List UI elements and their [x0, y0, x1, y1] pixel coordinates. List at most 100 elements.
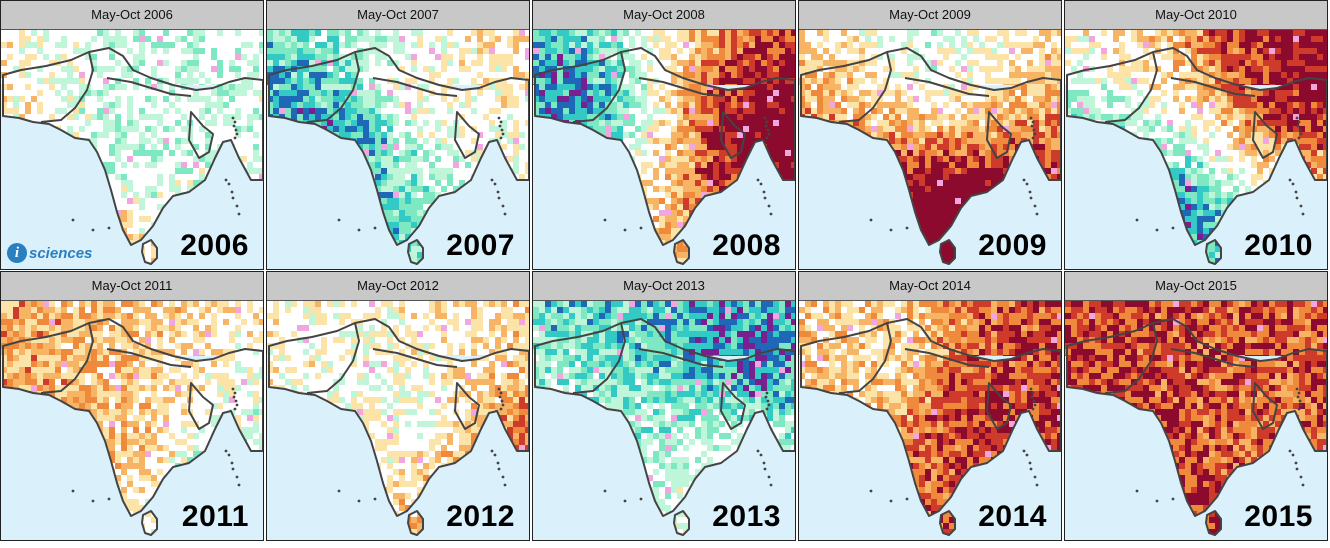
anomaly-cell: [31, 48, 37, 54]
anomaly-cell: [49, 72, 55, 78]
anomaly-cell: [73, 60, 79, 66]
anomaly-cell: [357, 72, 363, 78]
anomaly-cell: [375, 126, 381, 132]
anomaly-cell: [169, 60, 175, 66]
anomaly-cell: [743, 102, 749, 108]
anomaly-cell: [659, 102, 665, 108]
anomaly-cell: [151, 72, 157, 78]
anomaly-cell: [259, 132, 263, 138]
anomaly-cell: [375, 30, 381, 36]
anomaly-cell: [593, 30, 599, 36]
anomaly-cell: [181, 54, 187, 60]
anomaly-cell: [145, 156, 151, 162]
anomaly-cell: [235, 36, 241, 42]
anomaly-cell: [205, 138, 211, 144]
anomaly-cell: [223, 72, 229, 78]
anomaly-cell: [339, 114, 345, 120]
anomaly-cell: [629, 90, 635, 96]
anomaly-cell: [743, 54, 749, 60]
anomaly-cell: [695, 162, 701, 168]
anomaly-cell: [713, 180, 719, 186]
anomaly-cell: [49, 90, 55, 96]
anomaly-cell: [91, 108, 97, 114]
anomaly-cell: [441, 162, 447, 168]
anomaly-cell: [761, 90, 767, 96]
anomaly-cell: [109, 156, 115, 162]
anomaly-cell: [247, 162, 253, 168]
anomaly-cell: [569, 36, 575, 42]
anomaly-cell: [267, 36, 273, 42]
anomaly-cell: [253, 114, 259, 120]
anomaly-cell: [659, 174, 665, 180]
anomaly-cell: [713, 138, 719, 144]
anomaly-cell: [695, 156, 701, 162]
anomaly-cell: [259, 138, 263, 144]
anomaly-cell: [635, 126, 641, 132]
anomaly-cell: [689, 66, 695, 72]
anomaly-cell: [145, 120, 151, 126]
anomaly-cell: [791, 138, 795, 144]
anomaly-cell: [755, 54, 761, 60]
anomaly-cell: [241, 42, 247, 48]
anomaly-cell: [375, 138, 381, 144]
anomaly-cell: [635, 108, 641, 114]
anomaly-cell: [435, 96, 441, 102]
anomaly-cell: [465, 96, 471, 102]
anomaly-cell: [629, 60, 635, 66]
anomaly-cell: [369, 84, 375, 90]
anomaly-cell: [253, 102, 259, 108]
anomaly-cell: [393, 174, 399, 180]
anomaly-cell: [429, 120, 435, 126]
anomaly-cell: [351, 96, 357, 102]
anomaly-cell: [587, 42, 593, 48]
anomaly-cell: [659, 90, 665, 96]
anomaly-cell: [713, 174, 719, 180]
anomaly-cell: [629, 132, 635, 138]
anomaly-cell: [151, 216, 157, 222]
anomaly-cell: [483, 90, 489, 96]
anomaly-cell: [411, 144, 417, 150]
anomaly-cell: [405, 126, 411, 132]
anomaly-cell: [611, 84, 617, 90]
anomaly-cell: [357, 36, 363, 42]
anomaly-cell: [683, 198, 689, 204]
anomaly-cell: [285, 108, 291, 114]
bangladesh-border: [454, 111, 480, 159]
anomaly-cell: [569, 114, 575, 120]
anomaly-cell: [339, 72, 345, 78]
anomaly-cell: [169, 168, 175, 174]
anomaly-cell: [611, 126, 617, 132]
anomaly-cell: [551, 30, 557, 36]
anomaly-cell: [229, 126, 235, 132]
anomaly-cell: [115, 90, 121, 96]
anomaly-cell: [731, 60, 737, 66]
anomaly-cell: [501, 150, 507, 156]
anomaly-cell: [43, 36, 49, 42]
anomaly-cell: [743, 36, 749, 42]
anomaly-cell: [773, 90, 779, 96]
anomaly-cell: [719, 144, 725, 150]
anomaly-cell: [671, 192, 677, 198]
anomaly-cell: [647, 78, 653, 84]
anomaly-cell: [731, 162, 737, 168]
anomaly-cell: [157, 60, 163, 66]
anomaly-cell: [247, 30, 253, 36]
anomaly-cell: [731, 108, 737, 114]
anomaly-cell: [315, 66, 321, 72]
anomaly-cell: [525, 150, 529, 156]
anomaly-cell: [417, 48, 423, 54]
anomaly-cell: [381, 102, 387, 108]
anomaly-cell: [617, 108, 623, 114]
anomaly-cell: [539, 48, 545, 54]
anomaly-cell: [623, 126, 629, 132]
anomaly-cell: [593, 36, 599, 42]
anomaly-cell: [115, 192, 121, 198]
anomaly-cell: [267, 30, 273, 36]
anomaly-cell: [623, 114, 629, 120]
anomaly-cell: [737, 60, 743, 66]
anomaly-cell: [749, 138, 755, 144]
anomaly-cell: [405, 48, 411, 54]
anomaly-cell: [713, 186, 719, 192]
anomaly-cell: [339, 84, 345, 90]
anomaly-cell: [109, 174, 115, 180]
